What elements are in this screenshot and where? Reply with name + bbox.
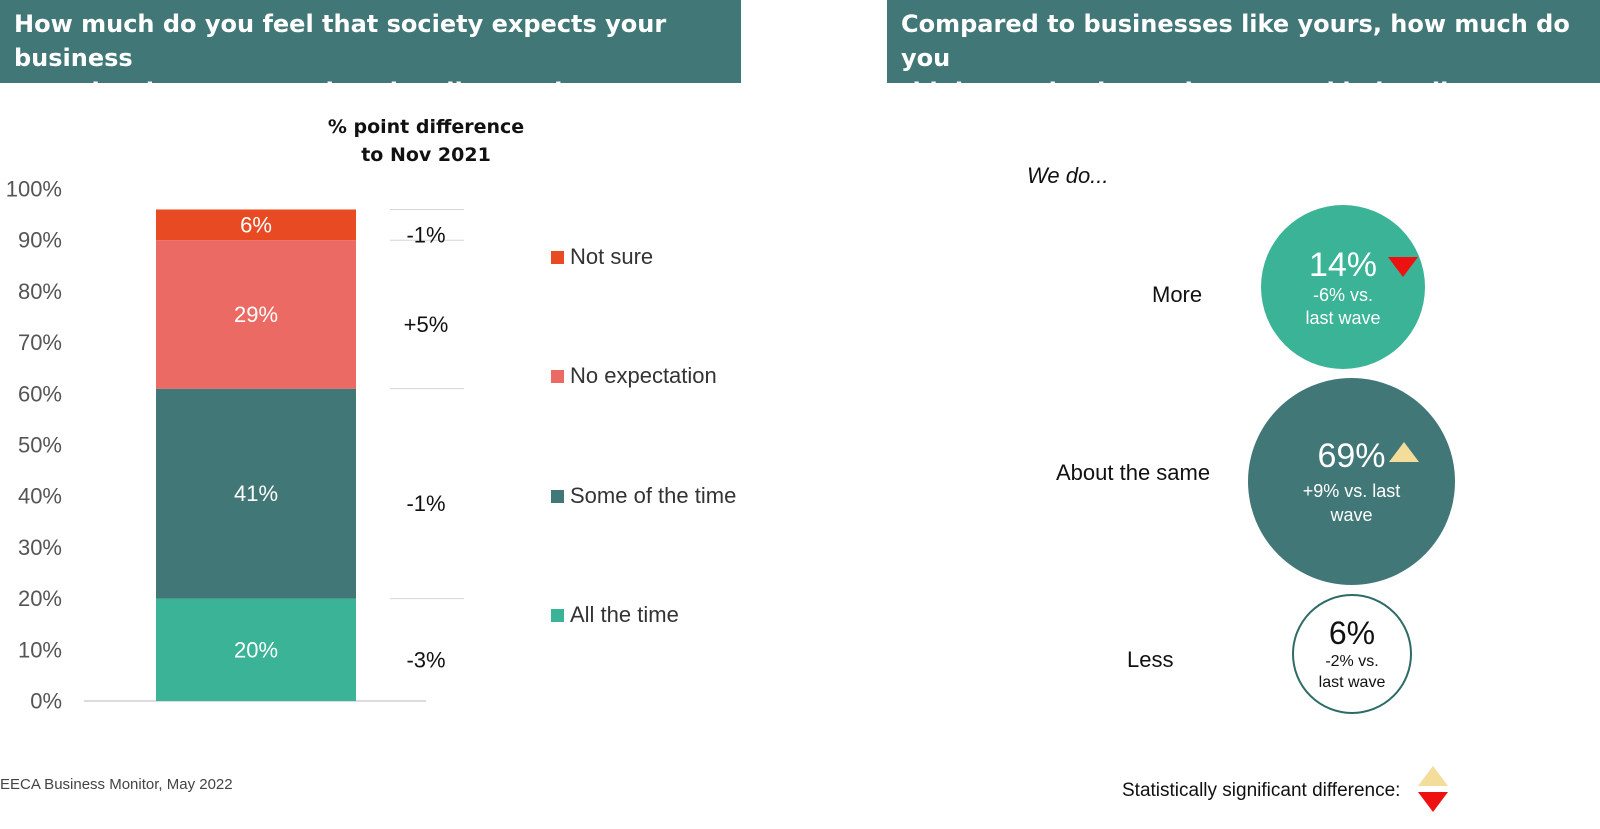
bar-segment-some-of-the-time [156, 388, 356, 599]
diff-label-some-of-the-time: -1% [406, 491, 445, 516]
y-tick-label: 60% [18, 381, 62, 406]
row-label-about-the-same: About the same [1056, 460, 1211, 485]
legend-swatch-some-of-the-time [551, 489, 564, 503]
y-tick-label: 40% [18, 484, 62, 509]
diff-label-not-sure: -1% [406, 222, 445, 247]
legend-label-some-of-the-time: Some of the time [570, 483, 737, 508]
y-tick-label: 50% [18, 433, 62, 458]
bar-label-no-expectation: 29% [234, 302, 278, 327]
y-tick-label: 20% [18, 586, 62, 611]
significance-down-icon [1418, 792, 1448, 812]
legend-item-all-the-time: All the time [551, 601, 679, 629]
y-tick-label: 80% [18, 279, 62, 304]
significant-down-icon [1388, 257, 1418, 277]
right-question-header: Compared to businesses like yours, how m… [887, 0, 1600, 83]
difference-labels: -3% -1% +5% -1% [390, 208, 464, 672]
diff-label-no-expectation: +5% [404, 312, 449, 337]
y-tick-label: 100% [6, 177, 62, 202]
y-tick-label: 0% [30, 689, 62, 714]
diff-label-all-the-time: -3% [406, 647, 445, 672]
y-tick-label: 30% [18, 535, 62, 560]
legend-label-no-expectation: No expectation [570, 363, 717, 388]
bar-segments: 20% 41% 29% 6% [156, 209, 356, 701]
legend-swatch-all-the-time [551, 608, 564, 622]
legend-swatch-not-sure [551, 250, 564, 264]
bubble-same-percent: 69% [1317, 436, 1386, 475]
y-tick-label: 70% [18, 330, 62, 355]
bubble-more: 14% -6% vs. last wave [1261, 205, 1425, 369]
stacked-bar-chart: 0% 10% 20% 30% 40% 50% 60% 70% 80% 90% 100% 20% 41%… [6, 177, 464, 714]
legend-swatch-no-expectation [551, 369, 564, 383]
bubble-more-change: -6% vs. last wave [1305, 285, 1381, 328]
y-tick-label: 10% [18, 637, 62, 662]
left-question-header: How much do you feel that society expect… [0, 0, 741, 83]
bar-segment-all-the-time [156, 598, 356, 701]
significance-up-icon [1418, 766, 1448, 786]
bubble-about-the-same: 69% +9% vs. last wave [1248, 378, 1455, 585]
row-label-more: More [1152, 282, 1203, 307]
bubble-less-percent: 6% [1328, 615, 1376, 651]
bar-label-some-of-the-time: 41% [234, 481, 278, 506]
bar-segment-no-expectation [156, 240, 356, 389]
bar-label-all-the-time: 20% [234, 637, 278, 662]
bar-segment-not-sure [156, 209, 356, 241]
bar-label-not-sure: 6% [240, 212, 272, 237]
significant-up-icon [1389, 442, 1419, 462]
legend-item-not-sure: Not sure [551, 243, 653, 271]
bubble-less: 6% -2% vs. last wave [1292, 594, 1412, 714]
legend-label-all-the-time: All the time [570, 602, 679, 627]
legend-item-some-of-the-time: Some of the time [551, 482, 736, 510]
legend-label-not-sure: Not sure [570, 244, 654, 269]
bubble-more-percent: 14% [1308, 246, 1378, 284]
source-note: EECA Business Monitor, May 2022 [0, 776, 233, 793]
bubble-intro: We do... [1027, 163, 1109, 188]
legend-item-no-expectation: No expectation [551, 362, 717, 390]
row-label-less: Less [1127, 647, 1174, 672]
y-tick-label: 90% [18, 228, 62, 253]
significance-legend-label: Statistically significant difference: [1122, 780, 1401, 801]
bubble-same-change: +9% vs. last wave [1302, 480, 1401, 525]
y-axis: 0% 10% 20% 30% 40% 50% 60% 70% 80% 90% 100% [6, 177, 62, 714]
point-difference-header: % point difference to Nov 2021 [327, 116, 525, 166]
bubble-less-change: -2% vs. last wave [1318, 653, 1386, 691]
